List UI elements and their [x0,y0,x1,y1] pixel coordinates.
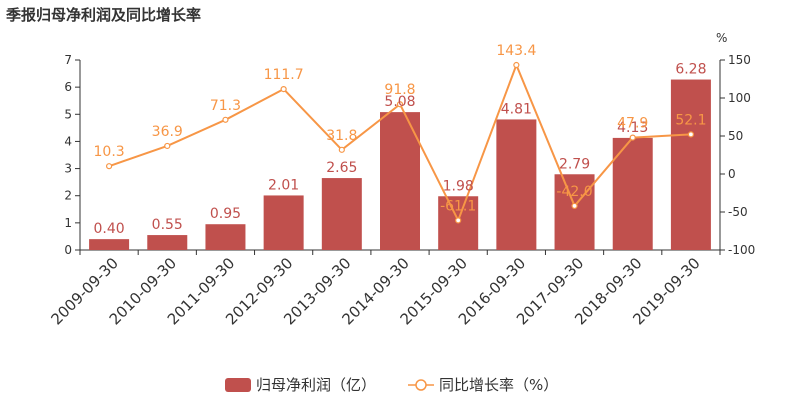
growth-point [222,116,229,123]
growth-value-label: 10.3 [94,144,125,160]
bar [670,79,711,251]
growth-point [571,202,578,210]
growth-point [687,131,695,138]
y-left-tick-label: 6 [64,80,72,94]
growth-value-label: 52.1 [675,112,706,128]
y-right-tick-label: -100 [728,243,755,257]
bar-value-label: 5.08 [384,94,415,110]
bar [380,112,420,250]
y-left-tick-label: 0 [64,243,72,257]
bar-value-label: 2.65 [326,160,357,176]
y-right-tick-label: 100 [728,91,751,105]
growth-value-label: 71.3 [210,98,241,114]
y-right-tick-label: -50 [728,205,748,219]
growth-value-label: 111.7 [264,67,304,83]
growth-point [513,61,520,69]
growth-point [105,163,113,170]
bar-value-label: 2.79 [559,156,590,172]
y-right-unit-label: % [716,31,727,45]
legend-bar-label: 归母净利润（亿） [256,376,376,394]
bar-value-label: 1.98 [443,178,474,194]
growth-point [338,146,345,153]
legend[interactable]: 归母净利润（亿） 同比增长率（%） [225,376,558,394]
y-left-tick-label: 2 [64,189,72,203]
growth-point [164,142,171,150]
growth-value-label: 143.4 [496,43,536,59]
growth-point [396,101,404,108]
bar [612,137,653,250]
bar [205,224,246,250]
bar-value-label: 2.01 [268,177,299,193]
bar [147,235,188,250]
growth-point [629,134,636,141]
growth-value-label: 36.9 [152,124,183,140]
y-left-tick-label: 3 [64,162,72,176]
growth-value-label: 31.8 [326,128,357,144]
growth-value-label: 47.9 [617,116,648,132]
bar-value-label: 0.55 [152,217,183,233]
chart-title: 季报归母净利润及同比增长率 [6,6,202,24]
bar-value-label: 0.40 [94,221,125,237]
y-right-tick-label: 50 [728,129,743,143]
bar [263,195,304,250]
growth-value-label: -61.1 [440,198,476,214]
bar-series [89,79,711,251]
legend-line-marker [415,379,427,391]
bar-value-label: 4.13 [617,120,648,136]
y-right-tick-label: 0 [728,167,736,181]
y-left-tick-label: 5 [64,107,72,121]
data-labels: 0.40 0.55 0.95 2.01 2.65 5.08 1.98 4.81 2.79 4.13… [94,43,707,237]
growth-value-label: 91.8 [384,82,415,98]
bar-value-label: 4.81 [501,101,532,117]
bar [321,178,362,250]
growth-point [455,217,462,224]
y-left-tick-label: 1 [64,216,72,230]
y-right-tick-label: 150 [728,53,751,67]
bar [496,119,537,250]
y-left-tick-label: 7 [64,53,72,67]
growth-point [280,86,287,93]
growth-value-label: -42.0 [556,184,592,200]
bar [89,239,130,250]
bar [554,174,595,250]
y-left-tick-label: 4 [64,134,72,148]
legend-line-label: 同比增长率（%） [439,376,558,394]
line-series [105,61,695,224]
legend-bar-swatch [225,378,251,392]
bar-value-label: 6.28 [675,62,706,78]
bar-value-label: 0.95 [210,206,241,222]
